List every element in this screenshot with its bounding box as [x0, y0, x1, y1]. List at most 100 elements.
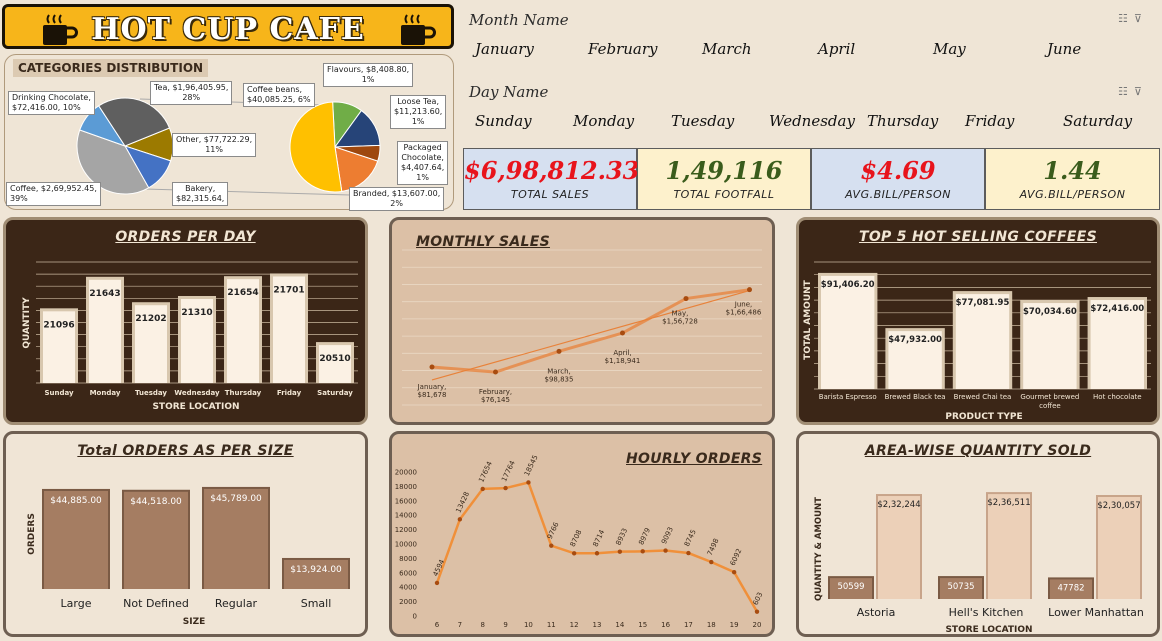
- data-label: $1,66,486: [726, 309, 762, 317]
- data-label: 8979: [637, 527, 652, 547]
- tick-label: Sunday: [44, 389, 74, 397]
- bar-monday-face: [89, 279, 121, 383]
- chart-title: HOURLY ORDERS: [626, 451, 763, 467]
- x-tick-label: 12: [570, 621, 579, 629]
- tick-label: Hell's Kitchen: [949, 606, 1024, 619]
- data-label: $13,924.00: [290, 565, 342, 575]
- multi-select-icon[interactable]: ☷: [1118, 12, 1134, 25]
- tick-label: coffee: [1039, 402, 1061, 410]
- kpi-value: 1.44: [1043, 156, 1102, 185]
- x-tick-label: 10: [524, 621, 533, 629]
- tick-label: Friday: [277, 389, 302, 397]
- bar-coffee-4-face: [1090, 300, 1144, 389]
- x-tick-label: 9: [503, 621, 507, 629]
- orders-per-day-panel: ORDERS PER DAY 21096 Sunday 21643 Monday 212…: [3, 217, 368, 425]
- data-point: [731, 569, 737, 575]
- label-tea: Tea, $1,96,405.95, 28%: [150, 81, 233, 105]
- bar-face: [1098, 497, 1140, 599]
- clear-filter-icon[interactable]: ⊽: [1133, 12, 1148, 25]
- tick-label: Brewed Black tea: [885, 393, 946, 401]
- month-item-january[interactable]: January: [475, 40, 534, 58]
- y-tick-label: 18000: [395, 483, 417, 491]
- day-item-saturday[interactable]: Saturday: [1063, 112, 1133, 130]
- data-point: [617, 549, 623, 554]
- kpi-total-footfall: 1,49,116 TOTAL FOOTFALL: [637, 148, 811, 210]
- day-item-friday[interactable]: Friday: [965, 112, 1015, 130]
- day-item-sunday[interactable]: Sunday: [475, 112, 532, 130]
- data-label: $76,145: [481, 396, 510, 404]
- data-label: $1,56,728: [662, 318, 698, 326]
- day-item-monday[interactable]: Monday: [573, 112, 635, 130]
- data-point: [493, 369, 498, 375]
- data-label: 8714: [592, 528, 607, 548]
- data-label: March,: [547, 367, 571, 375]
- day-item-tuesday[interactable]: Tuesday: [671, 112, 735, 130]
- data-label: 18545: [523, 454, 540, 478]
- tick-label: Gourmet brewed: [1020, 393, 1079, 401]
- data-label: 20510: [319, 354, 350, 364]
- data-label: 13428: [454, 491, 471, 515]
- y-tick-label: 12000: [395, 526, 417, 534]
- coffee-cup-icon: [43, 14, 78, 45]
- data-label: 8708: [569, 529, 584, 549]
- data-label: 21643: [89, 289, 120, 299]
- tick-label: Monday: [90, 389, 121, 397]
- data-label: $91,406.20: [821, 280, 875, 290]
- data-label: 9766: [546, 521, 561, 541]
- x-axis-label: SIZE: [183, 617, 206, 627]
- data-label: February,: [479, 388, 512, 396]
- area-quantity-panel: AREA-WISE QUANTITY SOLD 50599 $2,32,244 As…: [796, 431, 1160, 637]
- x-tick-label: 13: [593, 621, 602, 629]
- month-item-march[interactable]: March: [702, 40, 752, 58]
- bar-friday-face: [273, 276, 305, 383]
- y-tick-label: 20000: [395, 469, 417, 477]
- data-point: [747, 287, 752, 293]
- day-item-wednesday[interactable]: Wednesday: [769, 112, 855, 130]
- data-label: 50735: [947, 582, 974, 592]
- x-axis-label: STORE LOCATION: [152, 402, 239, 412]
- label-coffee-beans: Coffee beans, $40,085.25, 6%: [243, 83, 315, 107]
- day-item-thursday[interactable]: Thursday: [867, 112, 939, 130]
- y-axis-label: QUANTITY & AMOUNT: [814, 497, 824, 601]
- x-tick-label: 17: [684, 621, 693, 629]
- label-loose-tea: Loose Tea, $11,213.60, 1%: [390, 95, 447, 129]
- area-quantity-chart: 50599 $2,32,244 Astoria 50735 $2,36,511 Hell'…: [814, 492, 1144, 634]
- month-item-june[interactable]: June: [1047, 40, 1082, 58]
- kpi-value: $6,98,812.33: [464, 156, 640, 185]
- data-point: [503, 485, 508, 491]
- bar-wednesday-face: [181, 298, 213, 383]
- label-packaged-chocolate: Packaged Chocolate, $4,407.64, 1%: [397, 141, 449, 185]
- kpi-caption: AVG.BILL/PERSON: [845, 188, 951, 201]
- data-label: 7498: [706, 537, 721, 557]
- data-label: $47,932.00: [888, 335, 942, 345]
- multi-select-icon[interactable]: ☷: [1118, 85, 1134, 98]
- bar-face: [284, 559, 348, 589]
- tick-label: Lower Manhattan: [1048, 606, 1144, 619]
- orders-by-size-chart: $44,885.00 Large $44,518.00 Not Defined $45,…: [27, 486, 350, 627]
- data-label: $81,678: [418, 391, 447, 399]
- y-tick-label: 4000: [399, 584, 417, 592]
- month-item-february[interactable]: February: [588, 40, 658, 58]
- data-label: 4594: [432, 558, 447, 578]
- bar-saturday-face: [319, 345, 351, 383]
- clear-filter-icon[interactable]: ⊽: [1133, 85, 1148, 98]
- data-label: $44,518.00: [130, 497, 182, 507]
- bar-coffee-2-face: [955, 294, 1010, 389]
- data-label: $98,835: [545, 375, 574, 383]
- tick-label: Astoria: [857, 606, 896, 619]
- data-point: [686, 550, 691, 556]
- data-point: [754, 609, 760, 614]
- data-label: $70,034.60: [1023, 307, 1077, 317]
- tick-label: Barista Espresso: [819, 393, 877, 401]
- data-point: [457, 517, 463, 522]
- data-label: $44,885.00: [50, 496, 102, 506]
- y-tick-label: 8000: [399, 555, 417, 563]
- tick-label: Saturday: [317, 389, 353, 397]
- month-item-april[interactable]: April: [818, 40, 856, 58]
- y-tick-label: 2000: [399, 598, 417, 606]
- chart-title: AREA-WISE QUANTITY SOLD: [864, 443, 1092, 459]
- data-point: [556, 348, 562, 354]
- coffee-cup-icon: [401, 14, 436, 45]
- month-item-may[interactable]: May: [933, 40, 966, 58]
- kpi-caption: AVG.BILL/PERSON: [1019, 188, 1126, 201]
